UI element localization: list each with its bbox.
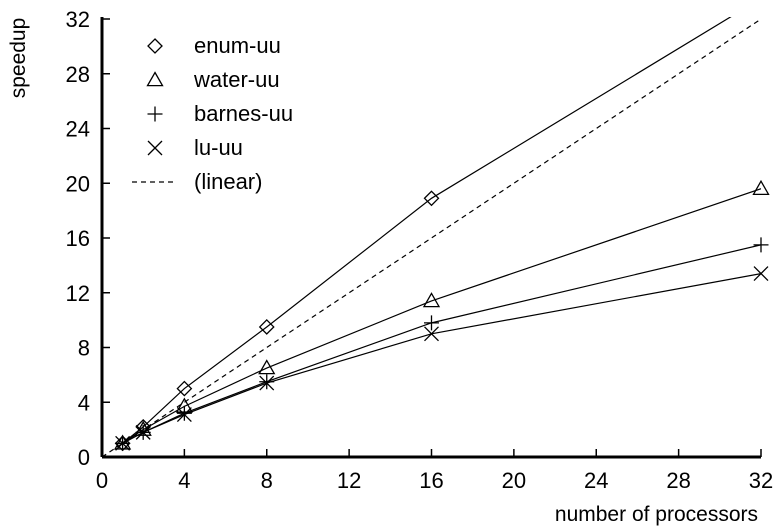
legend-label: lu-uu bbox=[194, 135, 243, 160]
y-axis-title: speedup bbox=[7, 18, 30, 99]
data-point bbox=[258, 319, 275, 335]
data-point bbox=[176, 405, 192, 421]
y-tick-label: 32 bbox=[66, 7, 90, 32]
data-point bbox=[424, 315, 439, 331]
data-point bbox=[259, 375, 275, 391]
data-point bbox=[753, 266, 769, 282]
y-tick-label: 24 bbox=[66, 117, 90, 142]
data-point bbox=[423, 190, 440, 207]
data-point bbox=[752, 179, 770, 196]
legend-marker bbox=[147, 106, 163, 122]
y-tick-label: 12 bbox=[66, 281, 90, 306]
y-tick-label: 28 bbox=[66, 62, 90, 87]
x-tick-label: 8 bbox=[261, 468, 273, 493]
data-point bbox=[135, 424, 151, 440]
data-point bbox=[258, 359, 276, 375]
legend-marker bbox=[146, 71, 164, 87]
data-point bbox=[115, 435, 131, 451]
legend: enum-uu water-uu barnes-uu lu-uu (linear) bbox=[132, 33, 293, 194]
data-point bbox=[422, 292, 441, 308]
x-tick-label: 28 bbox=[666, 468, 690, 493]
data-point bbox=[424, 326, 439, 342]
series-line bbox=[122, 188, 761, 444]
data-point bbox=[176, 380, 193, 397]
legend-label: (linear) bbox=[194, 169, 262, 194]
y-tick-label: 16 bbox=[66, 226, 90, 251]
y-tick-label: 0 bbox=[78, 445, 90, 470]
x-tick-label: 12 bbox=[337, 468, 361, 493]
legend-marker bbox=[147, 38, 163, 54]
x-axis-title: number of processors bbox=[555, 503, 758, 526]
series-line bbox=[122, 244, 761, 444]
legend-label: enum-uu bbox=[194, 33, 281, 58]
legend-label: water-uu bbox=[193, 67, 280, 92]
y-tick-label: 4 bbox=[78, 390, 90, 415]
data-point bbox=[753, 237, 769, 253]
x-tick-label: 20 bbox=[502, 468, 526, 493]
marker-layer bbox=[113, 179, 770, 452]
x-tick-label: 4 bbox=[178, 468, 190, 493]
y-tick-label: 8 bbox=[78, 336, 90, 361]
x-tick-label: 32 bbox=[749, 468, 773, 493]
data-point bbox=[176, 407, 192, 423]
x-tick-label: 16 bbox=[419, 468, 443, 493]
data-point bbox=[259, 374, 275, 390]
series-line bbox=[102, 18, 761, 458]
legend-marker bbox=[147, 140, 163, 156]
x-tick-label: 0 bbox=[96, 468, 108, 493]
legend-label: barnes-uu bbox=[194, 101, 293, 126]
series-line bbox=[122, 272, 761, 444]
x-tick-label: 24 bbox=[584, 468, 608, 493]
y-tick-label: 20 bbox=[66, 171, 90, 196]
axes: 0 4 8 12 16 20 24 28 32 0 4 8 12 16 20 24 28 32 bbox=[66, 7, 774, 493]
